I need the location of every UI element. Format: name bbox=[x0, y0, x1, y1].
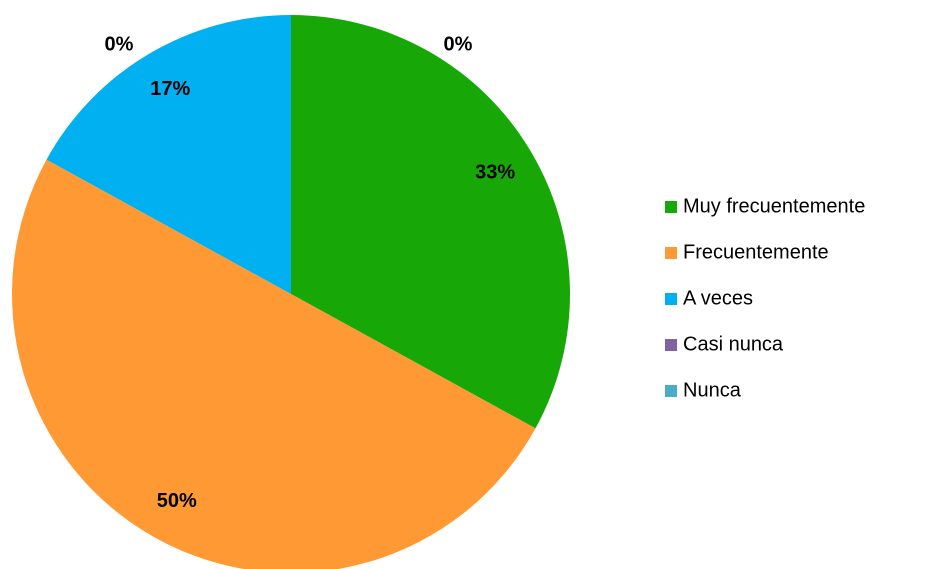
legend-swatch bbox=[665, 293, 677, 305]
data-label: 0% bbox=[105, 33, 134, 55]
data-label: 17% bbox=[150, 78, 190, 100]
legend-swatch bbox=[665, 385, 677, 397]
pie-slice bbox=[46, 15, 291, 294]
legend-swatch bbox=[665, 201, 677, 213]
data-label: 0% bbox=[444, 33, 473, 55]
legend-label: Nunca bbox=[683, 379, 742, 401]
data-label: 33% bbox=[475, 162, 515, 184]
legend-label: Casi nunca bbox=[683, 333, 784, 355]
pie-slice bbox=[291, 15, 570, 429]
legend-label: Muy frecuentemente bbox=[683, 195, 865, 217]
legend-swatch bbox=[665, 339, 677, 351]
legend-label: A veces bbox=[683, 287, 753, 309]
pie-slice bbox=[12, 159, 536, 569]
legend-label: Frecuentemente bbox=[683, 241, 829, 263]
legend-swatch bbox=[665, 247, 677, 259]
data-label: 50% bbox=[157, 490, 197, 512]
